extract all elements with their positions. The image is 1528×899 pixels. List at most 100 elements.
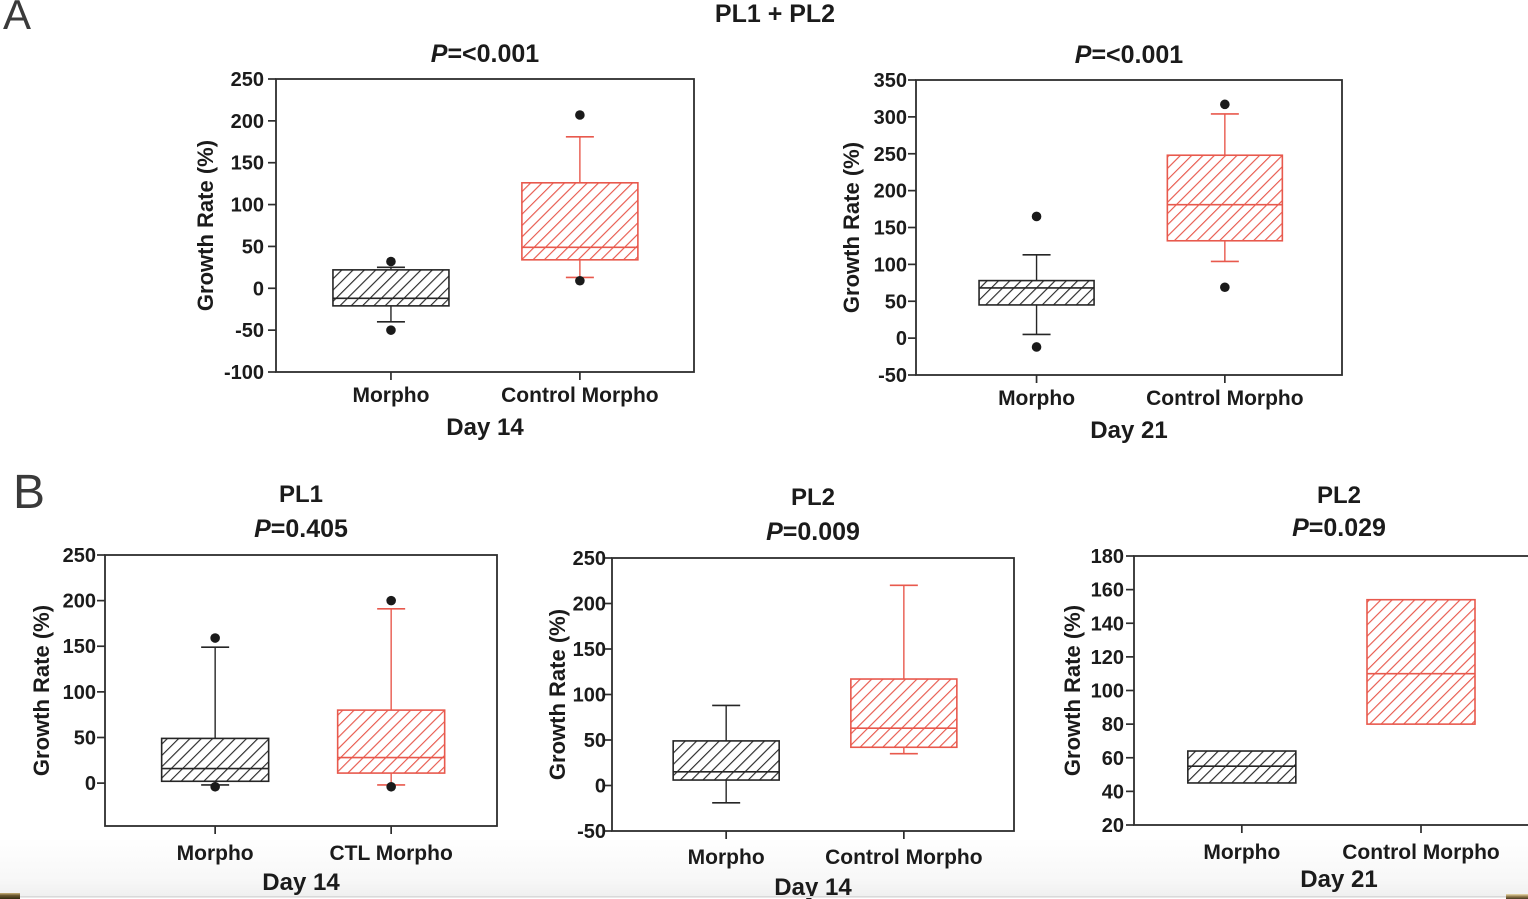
panel-a-day21: -50 0 50 100 150 200 250 300 350 Morpho Control Mo… <box>839 41 1343 444</box>
panel-title: PL2 <box>1317 482 1361 509</box>
outlier-dot <box>1220 282 1230 293</box>
y-tick-label: 150 <box>231 153 264 175</box>
p-value-label: P=0.009 <box>766 518 860 546</box>
y-tick-label: 200 <box>874 181 907 203</box>
panel-b-pl1-day14: 0 50 100 150 200 250 Morpho CTL Morpho Growth Ra… <box>29 481 498 896</box>
y-tick-label: 100 <box>231 195 264 217</box>
y-tick-label: -50 <box>235 320 264 342</box>
y-tick-label: 350 <box>874 70 907 92</box>
panel-title: PL1 <box>279 481 323 508</box>
box-morpho <box>1187 750 1297 784</box>
outlier-dot <box>1220 99 1230 110</box>
outlier-dot <box>386 325 396 335</box>
y-tick-label: 200 <box>63 591 96 613</box>
box-morpho <box>672 740 780 781</box>
plot-frame <box>104 554 498 827</box>
y-axis-title: Growth Rate (%) <box>839 142 864 313</box>
y-axis-title: Growth Rate (%) <box>545 609 570 780</box>
y-tick-label: 200 <box>231 111 264 133</box>
box-morpho <box>332 269 450 307</box>
box-control <box>850 678 958 749</box>
x-axis-title: Day 14 <box>774 874 852 899</box>
y-tick-label: 150 <box>573 639 606 661</box>
next-figure-fragment-left <box>0 893 20 899</box>
y-tick-label: 200 <box>573 594 606 616</box>
y-tick-label: 50 <box>885 291 907 313</box>
outlier-dot <box>386 256 396 267</box>
y-tick-label: 180 <box>1091 546 1124 568</box>
x-axis-title: Day 21 <box>1090 417 1167 444</box>
figure-super-title: PL1 + PL2 <box>714 0 836 28</box>
category-label: Control Morpho <box>825 846 982 869</box>
category-label: Control Morpho <box>501 384 658 407</box>
y-tick-label: 160 <box>1091 580 1124 602</box>
y-tick-label: 120 <box>1091 647 1124 669</box>
x-axis-title: Day 14 <box>262 869 340 896</box>
category-label: Control Morpho <box>1342 841 1499 864</box>
page-edge-line <box>0 896 1528 898</box>
y-tick-label: 60 <box>1102 748 1124 770</box>
category-label: Morpho <box>688 846 765 869</box>
outlier-dot <box>1031 342 1042 352</box>
outlier-dot <box>1031 211 1042 222</box>
plot-frame <box>275 78 695 373</box>
panel-b-pl2-day21: 20 40 60 80 100 120 140 160 180 Morpho Control Mor… <box>1060 482 1528 893</box>
outlier-dot <box>386 595 396 606</box>
y-tick-label: 0 <box>896 328 907 350</box>
box-control <box>1166 154 1284 242</box>
outlier-dot <box>575 110 585 120</box>
outlier-dot <box>210 633 220 643</box>
y-tick-label: 80 <box>1102 714 1124 736</box>
p-value-label: P=<0.001 <box>431 40 540 68</box>
category-label: Morpho <box>352 384 429 407</box>
y-tick-label: 250 <box>63 545 96 567</box>
y-tick-label: 100 <box>63 682 96 704</box>
outlier-dot <box>575 275 585 286</box>
y-tick-label: 100 <box>573 685 606 707</box>
y-axis-title: Growth Rate (%) <box>29 605 54 776</box>
box-control <box>1366 598 1476 725</box>
next-figure-fragment-right <box>1506 894 1528 899</box>
panel-label-a: A <box>3 0 32 38</box>
y-tick-label: 100 <box>1091 681 1124 703</box>
x-axis-title: Day 14 <box>446 414 524 441</box>
panel-label-b: B <box>13 466 46 519</box>
p-value-label: P=0.029 <box>1292 514 1386 542</box>
panel-b-pl2-day14: -50 0 50 100 150 200 250 Morpho Control Morpho Gr… <box>545 484 1015 899</box>
y-tick-label: 40 <box>1102 781 1124 803</box>
category-label: Control Morpho <box>1146 387 1303 410</box>
y-axis-title: Growth Rate (%) <box>1060 605 1085 776</box>
box-control <box>336 709 446 774</box>
p-value-label: P=0.405 <box>254 515 348 543</box>
category-label: Morpho <box>1203 841 1280 864</box>
y-tick-label: 250 <box>874 144 907 166</box>
y-tick-label: 300 <box>874 107 907 129</box>
y-tick-label: -100 <box>224 362 264 384</box>
y-tick-label: 150 <box>63 636 96 658</box>
y-tick-label: 50 <box>242 236 264 258</box>
y-tick-label: 250 <box>231 69 264 91</box>
y-tick-label: -50 <box>577 821 606 843</box>
p-value-label: P=<0.001 <box>1075 41 1184 69</box>
y-tick-label: 140 <box>1091 613 1124 635</box>
y-tick-label: 100 <box>874 254 907 276</box>
y-tick-label: 50 <box>584 730 606 752</box>
box-morpho <box>160 737 270 783</box>
panel-title: PL2 <box>791 484 835 511</box>
y-tick-label: 0 <box>85 773 96 795</box>
x-axis-title: Day 21 <box>1300 866 1377 893</box>
box-control <box>521 182 639 261</box>
y-tick-label: 50 <box>74 727 96 749</box>
panel-a-day14: -100 -50 0 50 100 150 200 250 Morpho Control Morp… <box>193 40 695 441</box>
category-label: CTL Morpho <box>330 842 453 865</box>
y-tick-label: 250 <box>573 548 606 570</box>
y-tick-label: 0 <box>253 278 264 300</box>
outlier-dot <box>386 781 396 792</box>
category-label: Morpho <box>177 842 254 865</box>
y-tick-label: 20 <box>1102 815 1124 837</box>
outlier-dot <box>210 781 220 792</box>
y-tick-label: 150 <box>874 218 907 240</box>
y-tick-label: 0 <box>595 776 606 798</box>
